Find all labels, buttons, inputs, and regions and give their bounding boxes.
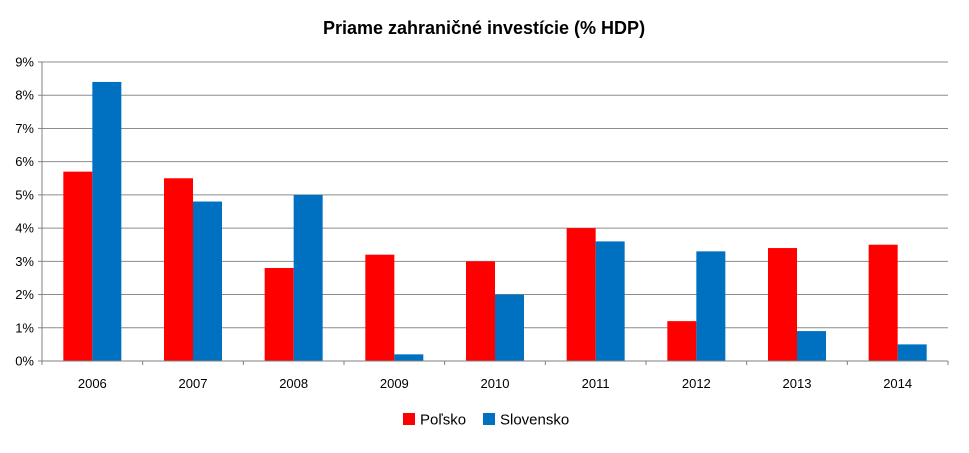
y-axis-ticks: 0% 1% 2% 3% 4% 5% 6% 7% 8% 9% xyxy=(15,55,34,369)
legend: Poľsko Slovensko xyxy=(403,412,569,429)
y-tick-label: 1% xyxy=(15,320,34,335)
y-tick-label: 0% xyxy=(15,354,34,369)
bar-Poľsko-2008 xyxy=(264,267,294,361)
bar-Slovensko-2013 xyxy=(797,331,826,361)
x-tick-label: 2008 xyxy=(279,376,308,391)
y-tick-label: 3% xyxy=(15,254,34,269)
y-tick-label: 7% xyxy=(15,121,34,136)
bar-Poľsko-2010 xyxy=(466,261,495,361)
y-tick-label: 8% xyxy=(15,88,34,103)
bar-Poľsko-2013 xyxy=(768,248,797,361)
bar-Slovensko-2010 xyxy=(495,294,524,361)
y-tick-label: 9% xyxy=(15,55,34,70)
bars xyxy=(63,81,927,361)
bar-Slovensko-2012 xyxy=(696,251,726,361)
y-tick-label: 2% xyxy=(15,287,34,302)
bar-Slovensko-2014 xyxy=(897,344,927,361)
bar-Slovensko-2008 xyxy=(293,194,323,361)
y-tick-label: 4% xyxy=(15,221,34,236)
x-axis-ticks: 2006 2007 2008 2009 2010 2011 2012 2013 2014 xyxy=(78,376,912,391)
bar-Slovensko-2009 xyxy=(394,354,424,361)
bar-Slovensko-2006 xyxy=(92,81,122,361)
x-tick-label: 2012 xyxy=(682,376,711,391)
legend-swatch-Poľsko xyxy=(403,413,415,425)
y-tick-label: 6% xyxy=(15,154,34,169)
x-tick-label: 2014 xyxy=(883,376,912,391)
legend-label-Slovensko: Slovensko xyxy=(500,412,569,429)
legend-label-Poľsko: Poľsko xyxy=(420,412,466,429)
bar-Poľsko-2006 xyxy=(63,171,93,361)
bar-Slovensko-2007 xyxy=(193,201,222,361)
x-tick-label: 2011 xyxy=(582,376,610,391)
legend-swatch-Slovensko xyxy=(483,413,495,425)
bar-Poľsko-2009 xyxy=(365,254,395,361)
bar-Poľsko-2014 xyxy=(868,244,898,361)
bar-Slovensko-2011 xyxy=(595,241,625,361)
x-tick-label: 2009 xyxy=(380,376,409,391)
y-tick-label: 5% xyxy=(15,187,34,202)
x-tick-label: 2013 xyxy=(783,376,812,391)
x-tick-label: 2010 xyxy=(481,376,510,391)
axes xyxy=(38,61,949,365)
chart-title: Priame zahraničné investície (% HDP) xyxy=(323,18,645,38)
x-tick-label: 2006 xyxy=(78,376,107,391)
x-tick-label: 2007 xyxy=(179,376,208,391)
bar-Poľsko-2011 xyxy=(566,228,596,361)
bar-Poľsko-2012 xyxy=(667,321,697,361)
bar-Poľsko-2007 xyxy=(164,178,193,361)
